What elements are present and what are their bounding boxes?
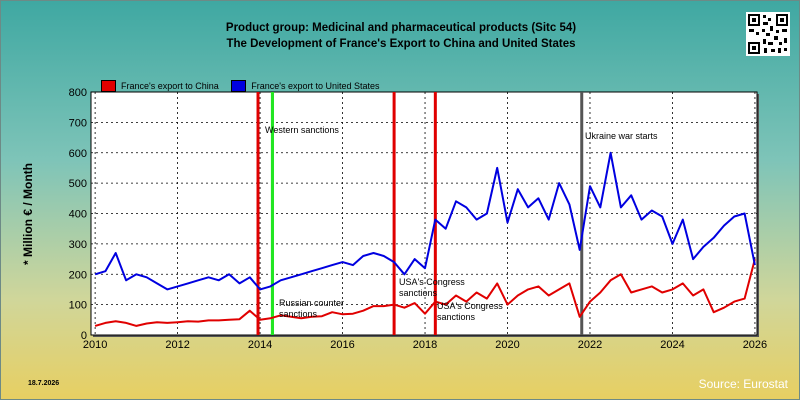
x-tick-label: 2020 [495, 339, 519, 351]
y-tick-label: 400 [69, 209, 87, 221]
legend-label-china: France's export to China [121, 81, 219, 91]
event-annotation: Western sanctions [265, 125, 339, 135]
legend-label-usa: France's export to United States [251, 81, 380, 91]
chart-title: Product group: Medicinal and pharmaceuti… [225, 22, 577, 34]
series-line-china [94, 258, 756, 327]
y-tick-label: 600 [69, 148, 87, 160]
y-tick-label: 700 [69, 117, 87, 129]
y-tick-label: 200 [69, 269, 87, 281]
event-annotation: USA's Congress sanctions [437, 301, 503, 322]
x-tick-label: 2010 [83, 339, 107, 351]
x-tick-label: 2012 [165, 339, 189, 351]
legend-item-china: France's export to China [101, 80, 219, 92]
series-line-usa [94, 151, 756, 291]
qr-code-icon[interactable] [746, 12, 790, 56]
source-label: Source: Eurostat [698, 377, 788, 391]
y-tick-label: 800 [69, 87, 87, 99]
event-annotation: Ukraine war starts [585, 131, 658, 141]
legend: France's export to China France's export… [101, 80, 390, 94]
date-stamp: 18.7.2026 [28, 380, 60, 387]
x-tick-label: 2022 [578, 339, 602, 351]
y-tick-label: 0 [81, 330, 87, 342]
chart-subtitle: The Development of France's Export to Ch… [226, 38, 576, 50]
x-tick-label: 2026 [743, 339, 767, 351]
y-tick-label: 100 [69, 300, 87, 312]
y-axis-label: * Million € / Month [21, 163, 35, 265]
event-annotation: USA's Congress sanctions [399, 277, 465, 298]
event-annotation: Russian counter sanctions [279, 298, 344, 319]
y-tick-label: 500 [69, 178, 87, 190]
x-tick-label: 2018 [413, 339, 437, 351]
x-tick-label: 2014 [248, 339, 272, 351]
y-tick-label: 300 [69, 239, 87, 251]
x-tick-label: 2016 [330, 339, 354, 351]
x-tick-label: 2024 [660, 339, 684, 351]
